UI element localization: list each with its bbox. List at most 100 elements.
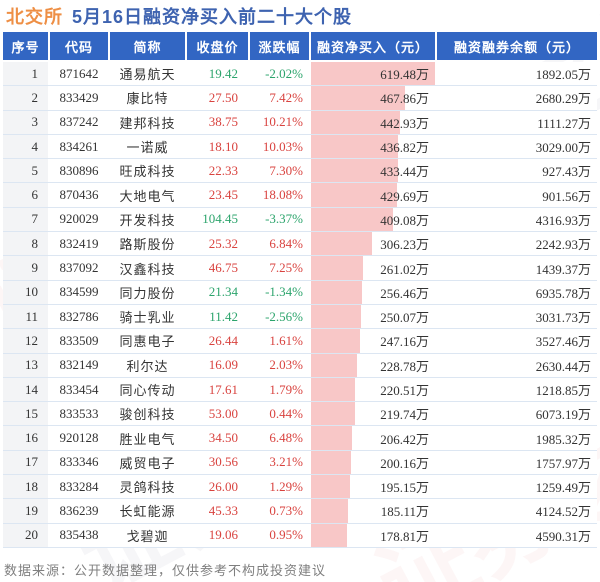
net-buy-cell: 467.86万 bbox=[311, 86, 435, 110]
header-name: 简称 bbox=[110, 32, 185, 60]
name-cell: 大地电气 bbox=[119, 188, 176, 204]
code-cell: 833454 bbox=[59, 381, 99, 397]
header-rank: 序号 bbox=[3, 32, 48, 60]
change-percent-cell: 10.21% bbox=[262, 114, 303, 130]
table-row: 1 871642 通易航天 19.42 -2.02% 619.48万 1892.… bbox=[3, 62, 597, 87]
net-buy-cell: 185.11万 bbox=[311, 499, 435, 523]
code-cell: 833533 bbox=[59, 405, 99, 421]
table-row: 6 870436 大地电气 23.45 18.08% 429.69万 901.5… bbox=[3, 183, 597, 208]
margin-balance-cell: 3527.46万 bbox=[535, 334, 591, 350]
net-buy-value: 306.23万 bbox=[380, 237, 429, 253]
net-buy-value: 219.74万 bbox=[380, 407, 429, 423]
net-buy-bar bbox=[311, 159, 398, 183]
name-cell: 同力股份 bbox=[119, 285, 176, 301]
margin-balance-cell: 1985.32万 bbox=[535, 431, 591, 447]
margin-balance-cell: 3029.00万 bbox=[535, 140, 591, 156]
change-percent-cell: 1.61% bbox=[269, 332, 303, 348]
net-buy-value: 261.02万 bbox=[380, 261, 429, 277]
close-price-cell: 23.45 bbox=[208, 187, 238, 203]
margin-balance-cell: 1259.49万 bbox=[535, 480, 591, 496]
close-price-cell: 46.75 bbox=[208, 260, 238, 276]
name-cell: 长虹能源 bbox=[119, 504, 176, 520]
net-buy-bar bbox=[311, 450, 352, 475]
change-percent-cell: 7.30% bbox=[269, 162, 303, 178]
net-buy-cell: 247.16万 bbox=[311, 329, 435, 353]
table-row: 14 833454 同心传动 17.61 1.79% 220.51万 1218.… bbox=[3, 377, 597, 403]
margin-balance-cell: 6073.19万 bbox=[535, 407, 591, 423]
net-buy-cell: 429.69万 bbox=[311, 183, 435, 207]
rank-cell: 18 bbox=[3, 475, 48, 499]
change-percent-cell: 1.29% bbox=[269, 478, 303, 494]
rank-cell: 17 bbox=[3, 450, 48, 475]
rank-cell: 6 bbox=[3, 183, 48, 207]
change-percent-cell: -2.02% bbox=[265, 65, 303, 81]
net-buy-bar bbox=[311, 62, 435, 86]
name-cell: 骑士乳业 bbox=[119, 310, 176, 326]
code-cell: 833284 bbox=[59, 478, 99, 494]
margin-balance-cell: 2680.29万 bbox=[535, 91, 591, 107]
name-cell: 威贸电子 bbox=[119, 455, 176, 471]
rank-cell: 3 bbox=[3, 110, 48, 134]
name-cell: 开发科技 bbox=[119, 212, 176, 228]
table-row: 8 832419 路斯股份 25.32 6.84% 306.23万 2242.9… bbox=[3, 232, 597, 257]
margin-balance-cell: 4590.31万 bbox=[535, 528, 591, 544]
change-percent-cell: 0.95% bbox=[269, 527, 303, 543]
net-buy-cell: 619.48万 bbox=[311, 62, 435, 86]
rank-cell: 8 bbox=[3, 232, 48, 256]
name-cell: 旺成科技 bbox=[119, 164, 176, 180]
table-row: 17 833346 威贸电子 30.56 3.21% 200.16万 1757.… bbox=[3, 450, 597, 476]
header-balance: 融资融券余额（元） bbox=[437, 32, 597, 60]
rank-cell: 9 bbox=[3, 256, 48, 280]
code-cell: 920128 bbox=[59, 430, 99, 446]
close-price-cell: 19.42 bbox=[208, 65, 238, 81]
source-note: 数据来源：公开数据整理，仅供参考不构成投资建议 bbox=[4, 563, 327, 578]
table-row: 9 837092 汉鑫科技 46.75 7.25% 261.02万 1439.3… bbox=[3, 256, 597, 281]
code-cell: 833509 bbox=[59, 332, 99, 348]
table-row: 4 834261 一诺威 18.10 10.03% 436.82万 3029.0… bbox=[3, 134, 597, 160]
name-cell: 路斯股份 bbox=[119, 237, 176, 253]
table-row: 16 920128 胜业电气 34.50 6.48% 206.42万 1985.… bbox=[3, 426, 597, 451]
code-cell: 835438 bbox=[59, 527, 99, 543]
net-buy-cell: 228.78万 bbox=[311, 353, 435, 377]
change-percent-cell: 0.44% bbox=[269, 405, 303, 421]
margin-balance-cell: 1111.27万 bbox=[537, 115, 591, 131]
change-percent-cell: 6.48% bbox=[269, 430, 303, 446]
margin-balance-cell: 1892.05万 bbox=[535, 67, 591, 83]
change-percent-cell: 7.25% bbox=[269, 260, 303, 276]
rank-cell: 13 bbox=[3, 353, 48, 377]
rank-cell: 5 bbox=[3, 159, 48, 183]
close-price-cell: 19.06 bbox=[208, 527, 238, 543]
net-buy-cell: 220.51万 bbox=[311, 377, 435, 402]
header-change: 涨跌幅 bbox=[250, 32, 309, 60]
code-cell: 920029 bbox=[59, 211, 99, 227]
name-cell: 灵鸽科技 bbox=[119, 480, 176, 496]
change-percent-cell: -2.56% bbox=[265, 308, 303, 324]
code-cell: 833346 bbox=[59, 454, 99, 470]
table-row: 7 920029 开发科技 104.45 -3.37% 409.08万 4316… bbox=[3, 207, 597, 233]
name-cell: 通易航天 bbox=[119, 67, 176, 83]
rank-cell: 20 bbox=[3, 523, 48, 547]
name-cell: 建邦科技 bbox=[119, 115, 176, 131]
name-cell: 一诺威 bbox=[126, 140, 169, 156]
net-buy-value: 433.44万 bbox=[380, 164, 429, 180]
net-buy-cell: 200.16万 bbox=[311, 450, 435, 475]
margin-balance-cell: 4124.52万 bbox=[535, 504, 591, 520]
net-buy-bar bbox=[311, 329, 361, 353]
table-row: 5 830896 旺成科技 22.33 7.30% 433.44万 927.43… bbox=[3, 159, 597, 184]
close-price-cell: 30.56 bbox=[208, 454, 238, 470]
change-percent-cell: 3.21% bbox=[269, 454, 303, 470]
net-buy-bar bbox=[311, 256, 364, 280]
net-buy-cell: 256.46万 bbox=[311, 280, 435, 304]
code-cell: 832419 bbox=[59, 235, 99, 251]
page-title: 5月16日融资净买入前二十大个股 bbox=[72, 6, 353, 27]
close-price-cell: 27.50 bbox=[208, 89, 238, 105]
net-buy-value: 185.11万 bbox=[380, 504, 429, 520]
net-buy-bar bbox=[311, 110, 400, 134]
margin-balance-cell: 3031.73万 bbox=[535, 310, 591, 326]
close-price-cell: 16.09 bbox=[208, 357, 238, 373]
code-cell: 833429 bbox=[59, 89, 99, 105]
rank-cell: 2 bbox=[3, 86, 48, 110]
net-buy-cell: 250.07万 bbox=[311, 304, 435, 329]
net-buy-cell: 206.42万 bbox=[311, 426, 435, 450]
net-buy-bar bbox=[311, 499, 349, 523]
